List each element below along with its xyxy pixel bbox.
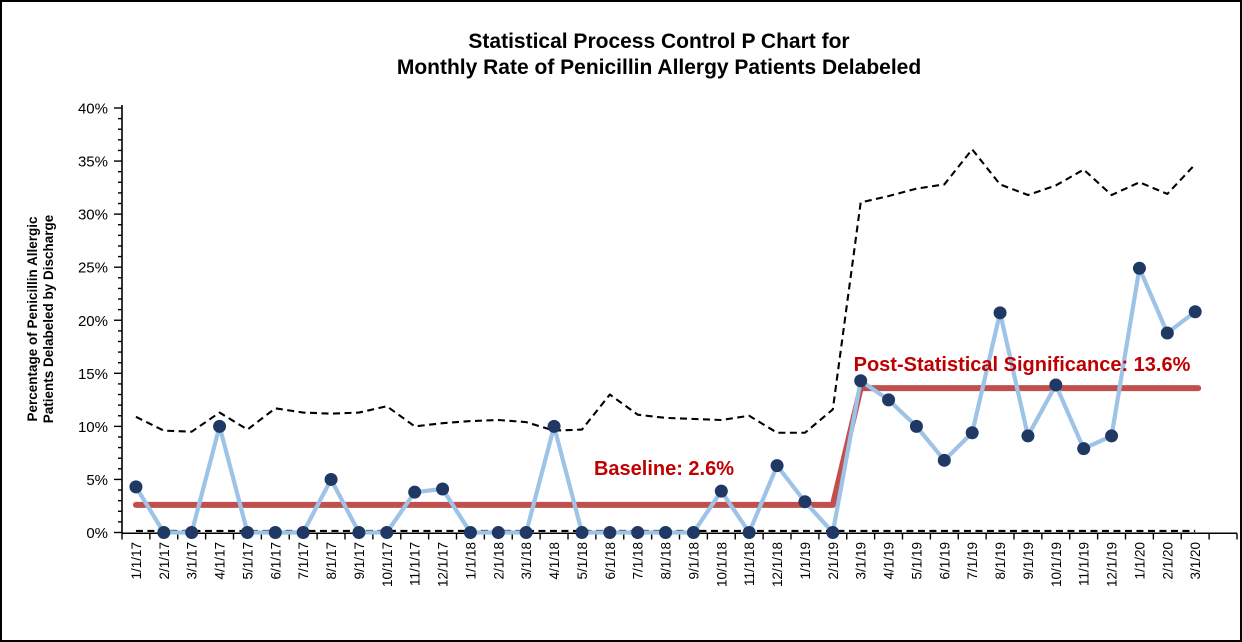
- x-tick-label: 3/1/18: [519, 542, 534, 580]
- x-tick-label: 6/1/17: [268, 542, 283, 580]
- x-tick-label: 12/1/19: [1105, 542, 1120, 587]
- data-point-marker: [631, 526, 645, 539]
- data-point-marker: [965, 426, 979, 440]
- x-tick-label: 7/1/17: [296, 542, 311, 580]
- data-point-marker: [714, 484, 728, 498]
- data-point-marker: [436, 482, 450, 496]
- observed-series-line: [133, 266, 1198, 535]
- center-line: [132, 385, 1202, 508]
- x-tick-label: 3/1/17: [185, 542, 200, 580]
- data-point-marker: [603, 526, 617, 539]
- data-point-marker: [826, 526, 840, 539]
- data-point-marker: [547, 419, 561, 433]
- chart-title-line-1: Statistical Process Control P Chart for: [468, 30, 849, 53]
- baseline-annotation: Baseline: 2.6%: [594, 458, 734, 480]
- data-point-marker: [993, 306, 1007, 320]
- x-tick-label: 1/1/17: [129, 542, 144, 580]
- data-point-marker: [575, 526, 589, 539]
- x-tick-label: 5/1/17: [240, 542, 255, 580]
- y-tick-label: 25%: [78, 260, 108, 277]
- data-point-marker: [742, 526, 756, 539]
- x-tick-label: 8/1/17: [324, 542, 339, 580]
- x-tick-label: 4/1/19: [882, 542, 897, 580]
- data-point-marker: [491, 526, 505, 539]
- x-tick-label: 4/1/18: [547, 542, 562, 580]
- x-tick-label: 2/1/18: [491, 542, 506, 580]
- data-point-marker: [268, 526, 282, 539]
- x-tick-label: 3/1/20: [1188, 542, 1203, 580]
- data-point-marker: [909, 419, 923, 433]
- data-point-marker: [882, 393, 896, 407]
- ucl-dashed-line: [135, 148, 1196, 434]
- post-significance-annotation: Post-Statistical Significance: 13.6%: [854, 354, 1191, 376]
- data-point-marker: [937, 453, 951, 467]
- x-tick-label: 10/1/17: [380, 542, 395, 587]
- y-tick-label: 5%: [86, 472, 108, 489]
- x-tick-label: 12/1/18: [770, 542, 785, 587]
- x-tick-label: 11/1/18: [742, 542, 757, 586]
- data-point-marker: [854, 374, 868, 388]
- data-point-marker: [324, 472, 338, 486]
- data-point-marker: [1160, 326, 1174, 340]
- x-tick-label: 2/1/19: [826, 542, 841, 580]
- x-tick-label: 8/1/18: [659, 542, 674, 580]
- x-tick-label: 7/1/18: [631, 542, 646, 580]
- y-axis-title-line-1: Percentage of Penicillin Allergic: [25, 216, 40, 422]
- x-tick-label: 9/1/17: [352, 542, 367, 580]
- x-tick-label: 5/1/19: [909, 542, 924, 580]
- y-axis-title-line-2: Patients Delabeled by Discharge: [41, 214, 56, 423]
- data-point-marker: [408, 485, 422, 499]
- x-tick-label: 8/1/19: [993, 542, 1008, 580]
- x-tick-label: 1/1/18: [463, 542, 478, 580]
- x-tick-label: 11/1/17: [408, 542, 423, 586]
- x-tick-label: 4/1/17: [213, 542, 228, 580]
- x-tick-label: 1/1/19: [798, 542, 813, 580]
- x-tick-label: 10/1/18: [714, 542, 729, 587]
- x-tick-label: 3/1/19: [854, 542, 869, 580]
- x-tick-label: 6/1/18: [603, 542, 618, 580]
- data-point-marker: [240, 526, 254, 539]
- y-tick-label: 10%: [78, 419, 108, 436]
- data-point-marker: [1021, 429, 1035, 443]
- data-point-marker: [1077, 442, 1091, 456]
- data-point-marker: [157, 526, 171, 539]
- x-tick-label: 12/1/17: [436, 542, 451, 587]
- y-tick-label: 15%: [78, 366, 108, 383]
- data-point-marker: [352, 526, 366, 539]
- data-point-marker: [659, 526, 673, 539]
- data-point-marker: [129, 480, 143, 494]
- plot-area: 0% 5% 10% 15% 20% 25% 30% 35% 40% 1/1/17 2/1/17 3/1…: [78, 101, 1238, 587]
- data-point-marker: [380, 526, 394, 539]
- x-tick-label: 6/1/19: [937, 542, 952, 580]
- data-point-marker: [798, 495, 812, 509]
- data-point-marker: [185, 526, 199, 539]
- data-point-marker: [770, 459, 784, 473]
- x-tick-label: 10/1/19: [1049, 542, 1064, 587]
- x-tick-label: 2/1/20: [1160, 542, 1175, 580]
- data-point-marker: [1049, 378, 1063, 392]
- data-point-marker: [1188, 305, 1202, 319]
- data-point-marker: [686, 526, 700, 539]
- data-point-marker: [519, 526, 533, 539]
- data-point-marker: [213, 419, 227, 433]
- x-tick-label: 7/1/19: [965, 542, 980, 580]
- x-tick-label: 1/1/20: [1132, 542, 1147, 580]
- x-tick-label: 9/1/18: [686, 542, 701, 580]
- y-tick-label: 40%: [78, 101, 108, 118]
- data-point-marker: [463, 526, 477, 539]
- data-point-marker: [1132, 261, 1146, 275]
- chart-title-line-2: Monthly Rate of Penicillin Allergy Patie…: [397, 56, 921, 79]
- y-tick-label: 20%: [78, 313, 108, 330]
- y-tick-label: 35%: [78, 154, 108, 171]
- y-tick-label: 0%: [86, 525, 108, 542]
- data-point-marker: [1105, 429, 1119, 443]
- y-tick-label: 30%: [78, 207, 108, 224]
- data-point-marker: [296, 526, 310, 539]
- x-tick-label: 11/1/19: [1077, 542, 1092, 586]
- x-tick-label: 2/1/17: [157, 542, 172, 580]
- x-tick-label: 5/1/18: [575, 542, 590, 580]
- x-tick-label: 9/1/19: [1021, 542, 1036, 580]
